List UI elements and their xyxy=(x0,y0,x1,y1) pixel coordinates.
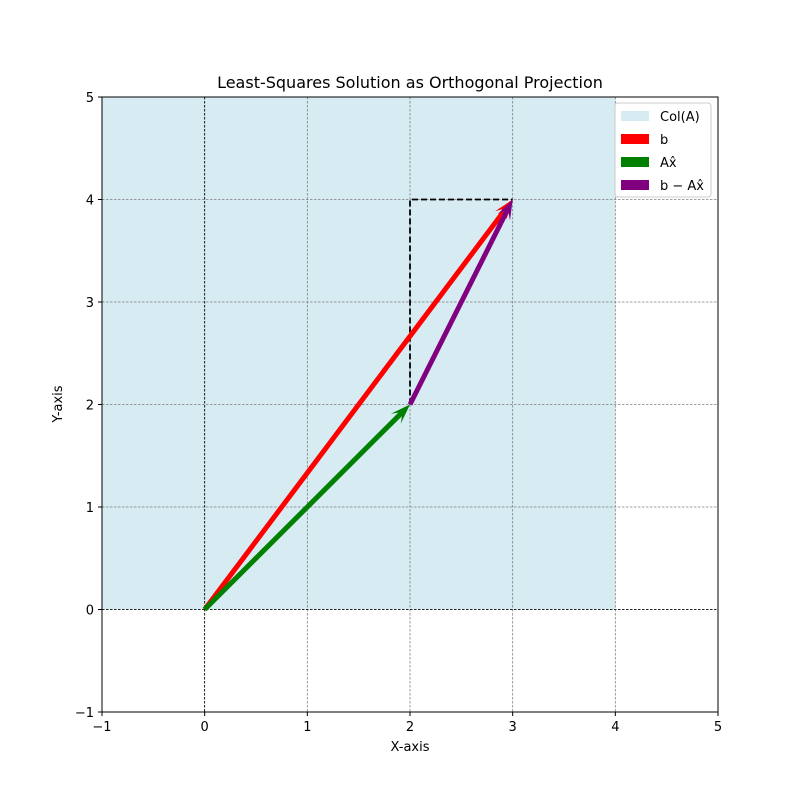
legend-box xyxy=(614,102,712,198)
x-tick-label: 2 xyxy=(406,720,414,735)
x-tick-label: 4 xyxy=(611,720,619,735)
vector-b xyxy=(202,199,513,611)
x-tick-label: 0 xyxy=(201,720,209,735)
y-tick-label: 1 xyxy=(86,501,94,516)
legend-label: b − Ax̂ xyxy=(660,179,704,194)
vector-ax-hat xyxy=(202,404,410,612)
y-tick-label: 2 xyxy=(86,399,94,414)
vector-b-minus-ax-hat xyxy=(407,199,513,406)
legend-swatch xyxy=(621,180,649,190)
legend-swatch xyxy=(621,134,649,144)
legend-swatch xyxy=(621,157,649,167)
y-tick-label: 4 xyxy=(86,194,94,209)
y-tick-label: 0 xyxy=(86,604,94,619)
y-tick-label: −1 xyxy=(75,706,94,721)
y-axis-label: Y-axis xyxy=(51,385,66,423)
x-tick-label: 3 xyxy=(509,720,517,735)
x-tick-label: 1 xyxy=(303,720,311,735)
x-tick-label: −1 xyxy=(92,720,111,735)
legend-swatch xyxy=(621,111,649,121)
legend-label: Ax̂ xyxy=(660,156,677,171)
region-col-a xyxy=(102,97,616,610)
x-tick-label: 5 xyxy=(714,720,722,735)
legend-label: b xyxy=(660,133,668,148)
y-tick-label: 5 xyxy=(86,91,94,106)
plot-area: −1 0 1 2 3 4 5 −1 0 1 2 3 4 5 xyxy=(75,91,722,735)
y-tick-label: 3 xyxy=(86,296,94,311)
x-axis-label: X-axis xyxy=(391,740,430,755)
legend-label: Col(A) xyxy=(660,110,700,125)
legend: Col(A) b Ax̂ b − Ax̂ xyxy=(614,102,712,198)
chart-title: Least-Squares Solution as Orthogonal Pro… xyxy=(217,73,603,92)
